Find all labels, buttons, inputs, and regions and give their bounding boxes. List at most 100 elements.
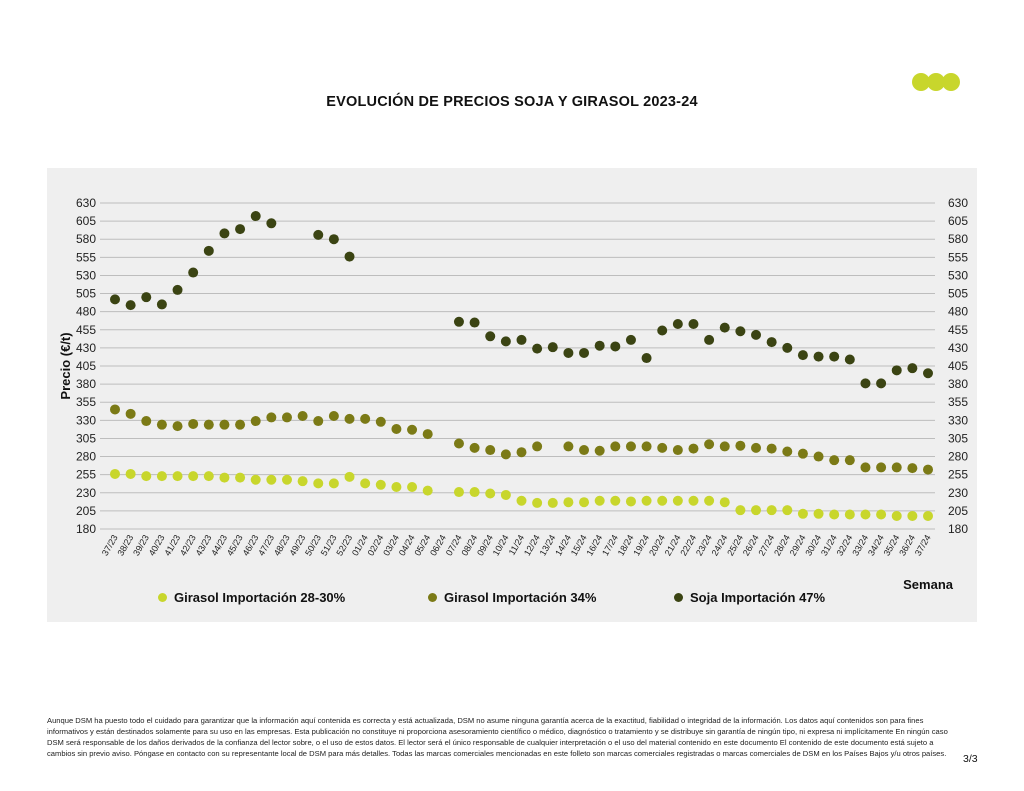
chart-panel (47, 168, 977, 622)
data-point-series-1 (391, 424, 402, 435)
data-point-series-0 (469, 487, 480, 498)
y-tick-label-left: 505 (76, 287, 96, 301)
data-point-series-1 (610, 441, 621, 452)
data-point-series-0 (344, 471, 355, 482)
logo-dot (927, 73, 945, 91)
data-point-series-1 (407, 424, 418, 435)
data-point-series-2 (313, 229, 324, 240)
data-point-series-1 (719, 441, 730, 452)
data-point-series-0 (110, 468, 120, 479)
chart-title: EVOLUCIÓN DE PRECIOS SOJA Y GIRASOL 2023… (326, 94, 698, 110)
y-tick-label-right: 430 (948, 341, 968, 355)
data-point-series-2 (782, 342, 793, 353)
data-point-series-2 (751, 329, 762, 340)
data-point-series-2 (500, 336, 511, 347)
data-point-series-0 (547, 497, 558, 508)
data-point-series-2 (156, 299, 167, 310)
data-point-series-1 (891, 462, 902, 473)
data-point-series-2 (797, 350, 808, 361)
data-point-series-2 (844, 354, 855, 365)
y-tick-label-left: 480 (76, 305, 96, 319)
logo-dot (942, 73, 960, 91)
data-point-series-2 (235, 224, 246, 235)
data-point-series-2 (563, 347, 574, 358)
y-tick-label-left: 405 (76, 359, 96, 373)
y-tick-label-left: 630 (76, 196, 96, 210)
y-tick-label-right: 580 (948, 232, 968, 246)
y-tick-label-left: 205 (76, 504, 96, 518)
data-point-series-0 (453, 487, 464, 498)
data-point-series-1 (735, 440, 746, 451)
data-point-series-2 (485, 331, 496, 342)
y-tick-label-right: 255 (948, 468, 968, 482)
data-point-series-1 (797, 448, 808, 459)
data-point-series-0 (407, 481, 418, 492)
data-point-series-1 (360, 413, 371, 424)
data-point-series-1 (188, 418, 199, 429)
data-point-series-1 (313, 416, 324, 427)
y-tick-label-right: 305 (948, 431, 968, 445)
data-point-series-1 (641, 441, 652, 452)
data-point-series-0 (235, 472, 246, 483)
data-point-series-0 (923, 510, 933, 521)
y-tick-label-left: 380 (76, 377, 96, 391)
data-point-series-2 (735, 326, 746, 337)
data-point-series-0 (891, 510, 902, 521)
legend-swatch (674, 592, 683, 602)
data-point-series-1 (907, 463, 918, 474)
data-point-series-2 (219, 228, 230, 239)
y-tick-label-left: 430 (76, 341, 96, 355)
data-point-series-1 (203, 419, 214, 430)
data-point-series-0 (141, 471, 152, 482)
y-tick-label-left: 305 (76, 431, 96, 445)
data-point-series-1 (844, 455, 855, 466)
data-point-series-1 (219, 419, 230, 430)
data-point-series-0 (782, 505, 793, 516)
data-point-series-1 (766, 443, 777, 454)
data-point-series-0 (610, 495, 621, 506)
data-point-series-0 (579, 497, 590, 508)
data-point-series-2 (719, 322, 730, 333)
y-tick-label-right: 530 (948, 268, 968, 282)
data-point-series-1 (156, 419, 167, 430)
y-tick-label-right: 355 (948, 395, 968, 409)
page-number: 3/3 (963, 753, 978, 765)
legend-item-girasol-34: Girasol Importación 34% (428, 588, 596, 606)
y-tick-label-right: 505 (948, 287, 968, 301)
data-point-series-1 (594, 445, 605, 456)
data-point-series-1 (579, 445, 590, 456)
data-point-series-0 (203, 471, 214, 482)
y-tick-label-right: 480 (948, 305, 968, 319)
data-point-series-1 (344, 413, 355, 424)
data-point-series-2 (141, 292, 152, 303)
data-point-series-1 (141, 416, 152, 427)
data-point-series-0 (266, 474, 277, 485)
y-tick-label-left: 330 (76, 413, 96, 427)
x-tick-label: 37/24 (913, 533, 933, 558)
data-point-series-0 (297, 476, 308, 487)
data-point-series-0 (829, 509, 840, 520)
data-point-series-2 (641, 353, 652, 364)
y-tick-label-left: 580 (76, 232, 96, 246)
data-point-series-2 (625, 334, 636, 345)
data-point-series-0 (219, 472, 230, 483)
data-point-series-1 (485, 445, 496, 456)
data-point-series-1 (829, 455, 840, 466)
data-point-series-1 (172, 421, 183, 432)
data-point-series-2 (250, 211, 261, 222)
data-point-series-2 (923, 368, 933, 379)
data-point-series-2 (125, 300, 136, 311)
data-point-series-1 (110, 404, 120, 415)
y-tick-label-left: 180 (76, 522, 96, 536)
y-tick-label-left: 605 (76, 214, 96, 228)
data-point-series-2 (860, 378, 871, 389)
data-point-series-1 (375, 416, 386, 427)
y-tick-label-right: 455 (948, 323, 968, 337)
data-point-series-1 (782, 446, 793, 457)
data-point-series-2 (547, 342, 558, 353)
data-point-series-0 (375, 479, 386, 490)
data-point-series-0 (516, 495, 527, 506)
data-point-series-0 (844, 509, 855, 520)
data-point-series-2 (829, 351, 840, 362)
data-point-series-0 (500, 489, 511, 500)
